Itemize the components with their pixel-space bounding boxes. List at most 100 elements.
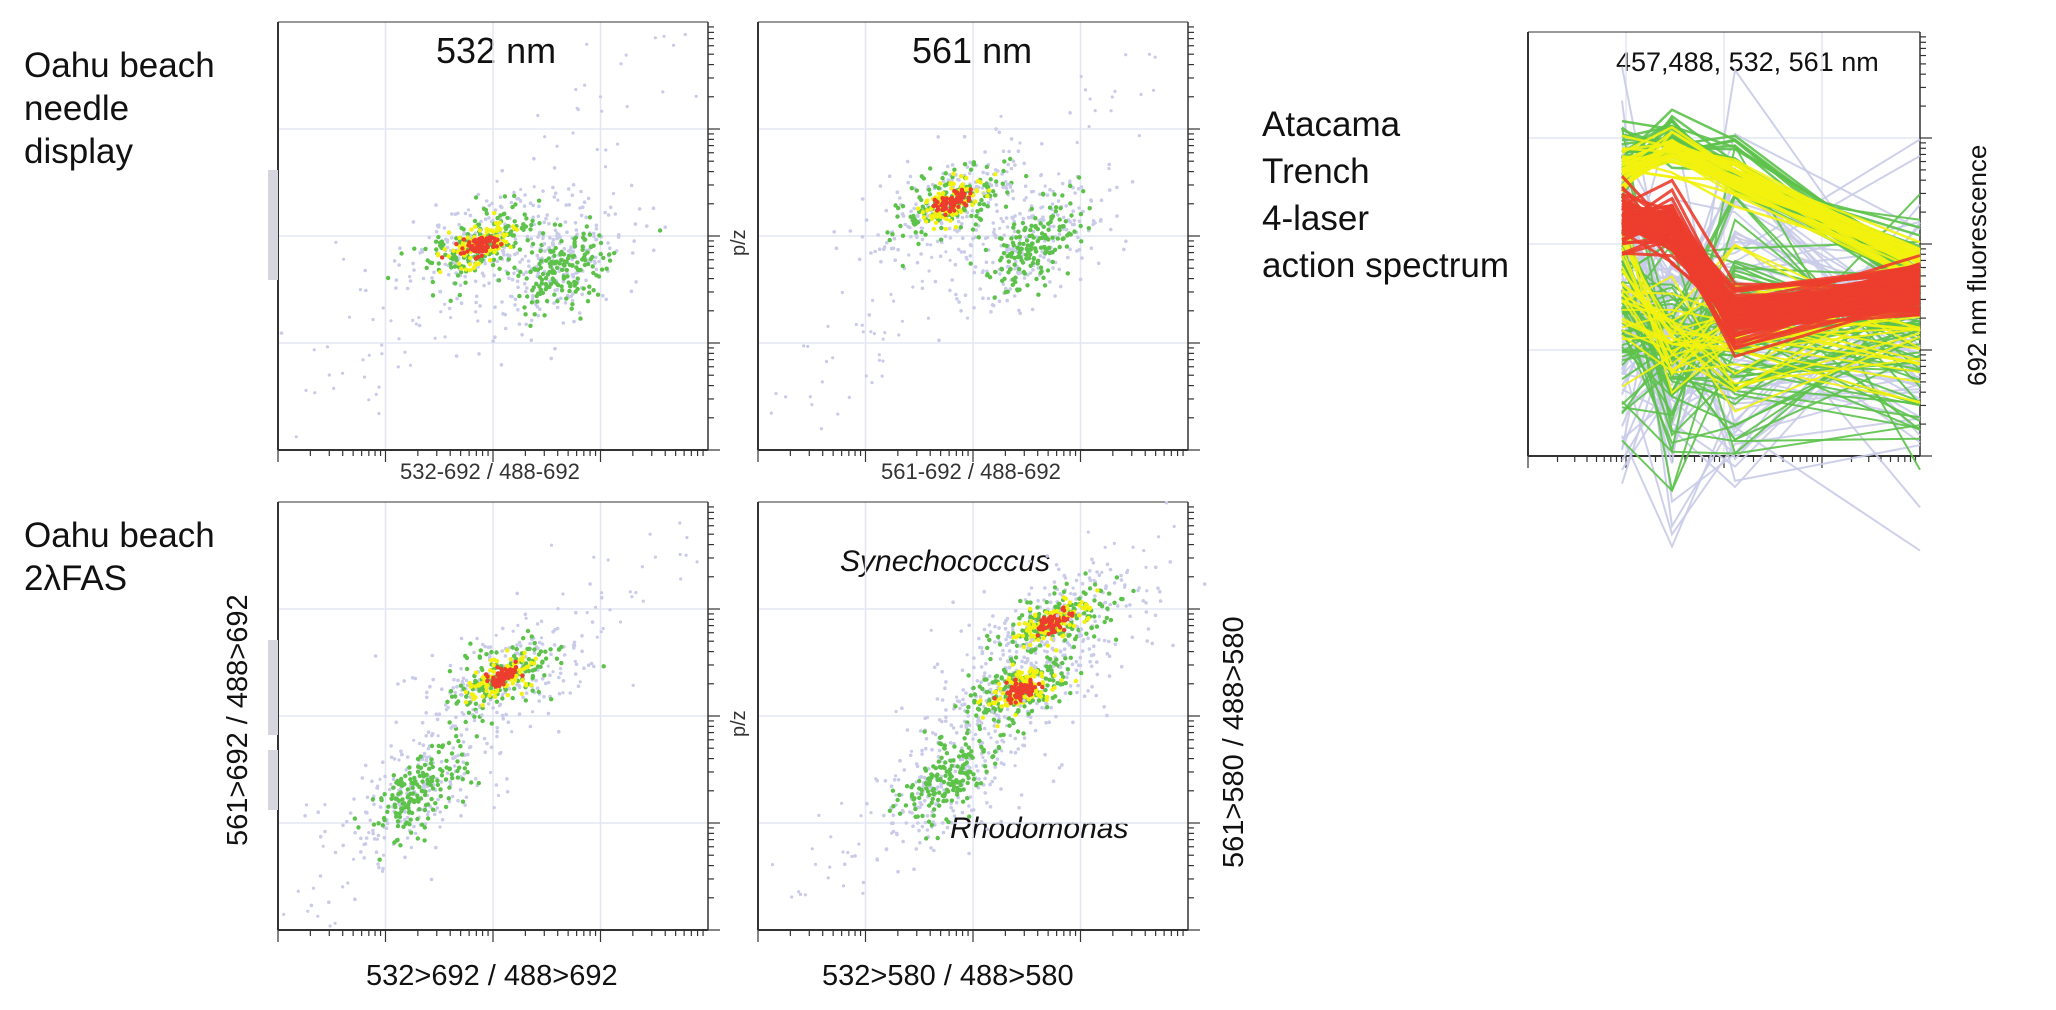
panel-4-point xyxy=(960,799,966,804)
panel-2-point xyxy=(1005,182,1010,187)
panel-4-point xyxy=(930,796,935,802)
panel-2-point xyxy=(1023,252,1029,257)
panel-4-point xyxy=(940,698,945,702)
panel-4-point xyxy=(1047,592,1052,597)
panel-3-point xyxy=(397,802,401,806)
panel-4-point xyxy=(1020,665,1024,669)
panel-2-point xyxy=(895,214,900,219)
panel-1-point xyxy=(463,231,467,235)
panel-4-point xyxy=(861,891,865,895)
panel-3-point xyxy=(515,683,519,687)
panel-4-point xyxy=(1057,766,1062,770)
panel-1-point xyxy=(563,301,568,305)
panel-4-point xyxy=(962,702,967,706)
panel-4-point xyxy=(1013,678,1018,683)
panel-4-point xyxy=(1048,600,1053,604)
panel-4-point xyxy=(1013,693,1018,698)
panel-1-point xyxy=(548,248,553,253)
panel-2-point xyxy=(1087,206,1092,211)
panel-4-point xyxy=(964,760,969,765)
panel-2-point xyxy=(915,213,920,218)
panel-3-point xyxy=(498,751,502,756)
panel-4-point xyxy=(1006,631,1011,635)
panel-4-point xyxy=(986,732,991,736)
panel-3-point xyxy=(495,734,499,739)
panel-1-point xyxy=(555,305,560,310)
panel-4-point xyxy=(1095,660,1099,664)
panel-1-point xyxy=(453,281,458,286)
panel-2-point xyxy=(925,208,930,213)
panel-3-point xyxy=(452,677,456,682)
panel-4-point xyxy=(1029,688,1035,694)
panel-2-point xyxy=(968,261,973,266)
panel-3-point xyxy=(463,700,469,705)
panel-2-point xyxy=(1008,156,1013,162)
panel-2-point xyxy=(936,135,940,139)
panel-2-point xyxy=(927,192,933,197)
panel-3-point xyxy=(505,790,510,794)
panel-3-point xyxy=(535,622,540,626)
panel-3-point xyxy=(377,865,381,870)
panel-4-point xyxy=(990,680,995,685)
panel-1-point xyxy=(498,213,503,218)
panel-1-point xyxy=(452,255,457,260)
panel-4-point xyxy=(985,827,989,831)
panel-3-point xyxy=(480,703,485,708)
panel-3-point xyxy=(400,797,405,802)
panel-3-point xyxy=(628,590,632,594)
panel-1-point xyxy=(528,323,533,328)
panel-3-point xyxy=(589,661,594,666)
panel-1-point xyxy=(398,246,402,250)
panel-4-point xyxy=(927,803,932,808)
panel-2-point xyxy=(956,219,961,224)
panel-3-point xyxy=(592,664,596,669)
panel-1-point xyxy=(487,281,491,286)
panel-2-point xyxy=(989,310,993,314)
panel-2-point xyxy=(1020,220,1026,226)
panel-4-point xyxy=(1029,661,1033,666)
panel-3-point xyxy=(463,689,469,695)
panel-4-point xyxy=(1016,747,1020,751)
panel-3-point xyxy=(468,744,473,749)
panel-3-point xyxy=(521,695,525,700)
panel-4-point xyxy=(1082,619,1087,624)
panel-4-point xyxy=(1123,583,1127,587)
panel-2-point xyxy=(1073,191,1077,195)
panel-1-point xyxy=(585,299,591,304)
panel-1-point xyxy=(367,398,371,402)
panel-3-point xyxy=(395,837,400,843)
panel-4-point xyxy=(798,892,803,897)
panel-4-point xyxy=(954,731,959,735)
panel-2-point xyxy=(1050,235,1055,240)
panel-2-point xyxy=(1072,218,1077,223)
panel-2-scatter xyxy=(769,52,1157,431)
panel-2-point xyxy=(943,234,948,239)
panel-2-point xyxy=(978,287,982,291)
panel-2-point xyxy=(870,381,874,385)
panel-3-point xyxy=(599,591,604,595)
panel-4-point xyxy=(1036,681,1042,687)
panel-3-point xyxy=(451,746,456,750)
panel-4-point xyxy=(813,862,818,867)
panel-1-point xyxy=(594,237,598,242)
panel-4-point xyxy=(993,674,999,679)
panel-2-point xyxy=(1047,205,1053,210)
panel-4-point xyxy=(902,768,907,772)
panel-3-point xyxy=(395,819,401,824)
panel-3-point xyxy=(394,720,399,725)
panel-1-point xyxy=(495,179,499,183)
panel-3-point xyxy=(461,712,466,717)
panel-4-point xyxy=(1045,649,1049,654)
panel-3-point xyxy=(439,780,444,784)
panel-3-point xyxy=(404,768,409,772)
panel-4-point xyxy=(1103,545,1107,549)
panel-4-point xyxy=(1041,617,1046,622)
panel-4-point xyxy=(1004,637,1008,642)
panel-2-point xyxy=(914,188,919,193)
panel-1-point xyxy=(433,336,437,340)
panel-1-point xyxy=(459,301,464,306)
panel-1-point xyxy=(629,289,634,294)
panel-2-point xyxy=(1017,287,1022,292)
panel-1-point xyxy=(516,307,520,312)
panel-1-point xyxy=(582,262,588,268)
